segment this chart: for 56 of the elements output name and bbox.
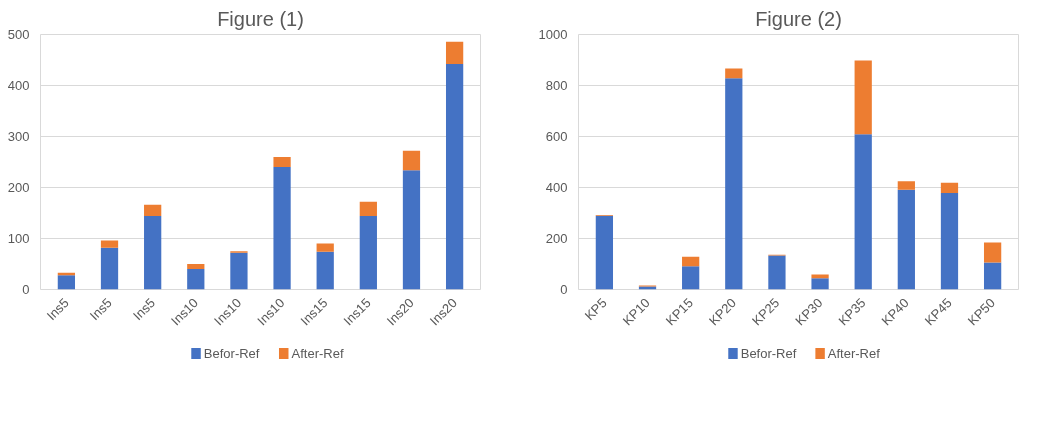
bar xyxy=(983,242,1002,263)
y-tick-label: 0 xyxy=(560,282,568,297)
bar xyxy=(57,275,76,290)
chart-title: Figure (2) xyxy=(755,7,842,30)
y-tick-label: 1000 xyxy=(538,27,568,42)
legend-label: After-Ref xyxy=(827,346,881,361)
bar xyxy=(768,255,786,290)
y-tick-label: 100 xyxy=(7,231,30,246)
bar xyxy=(273,156,291,168)
bar xyxy=(682,256,700,267)
bar xyxy=(811,278,829,290)
y-tick-label: 800 xyxy=(545,78,568,93)
y-tick-label: 600 xyxy=(545,129,568,144)
bar xyxy=(316,251,334,290)
bar xyxy=(273,167,291,290)
x-tick-label: Ins5 xyxy=(86,295,115,324)
bar xyxy=(445,41,464,65)
bar xyxy=(359,216,377,290)
y-tick-label: 200 xyxy=(545,231,568,246)
y-tick-label: 400 xyxy=(7,78,30,93)
legend-label: Befor-Ref xyxy=(203,346,260,361)
bar xyxy=(854,134,872,290)
bar xyxy=(230,252,248,290)
bar xyxy=(100,247,119,290)
bar xyxy=(445,64,464,290)
bar xyxy=(316,243,334,252)
legend-label: Befor-Ref xyxy=(740,346,797,361)
bar xyxy=(187,264,205,270)
y-tick-label: 200 xyxy=(7,180,30,195)
bar xyxy=(359,201,377,217)
y-tick-label: 400 xyxy=(545,180,568,195)
bar xyxy=(854,60,872,135)
bar xyxy=(725,78,743,290)
bar xyxy=(144,204,162,217)
bar xyxy=(811,274,829,279)
bar xyxy=(897,181,915,190)
bar xyxy=(725,68,743,79)
chart-title: Figure (1) xyxy=(217,7,304,30)
y-tick-label: 0 xyxy=(22,282,30,297)
bar xyxy=(187,269,205,290)
bar xyxy=(100,240,119,248)
bar xyxy=(402,150,421,171)
x-tick-label: Ins5 xyxy=(129,295,158,324)
bar xyxy=(983,262,1002,290)
y-tick-label: 500 xyxy=(7,27,30,42)
y-tick-label: 300 xyxy=(7,129,30,144)
bar xyxy=(940,193,959,290)
bar xyxy=(682,266,700,290)
x-tick-label: KP5 xyxy=(581,295,610,324)
bar xyxy=(144,216,162,290)
bar xyxy=(940,182,959,194)
legend-label: After-Ref xyxy=(291,346,344,361)
bar xyxy=(402,170,421,290)
x-tick-label: Ins5 xyxy=(43,295,72,324)
bar xyxy=(595,215,614,290)
bar xyxy=(897,189,915,290)
